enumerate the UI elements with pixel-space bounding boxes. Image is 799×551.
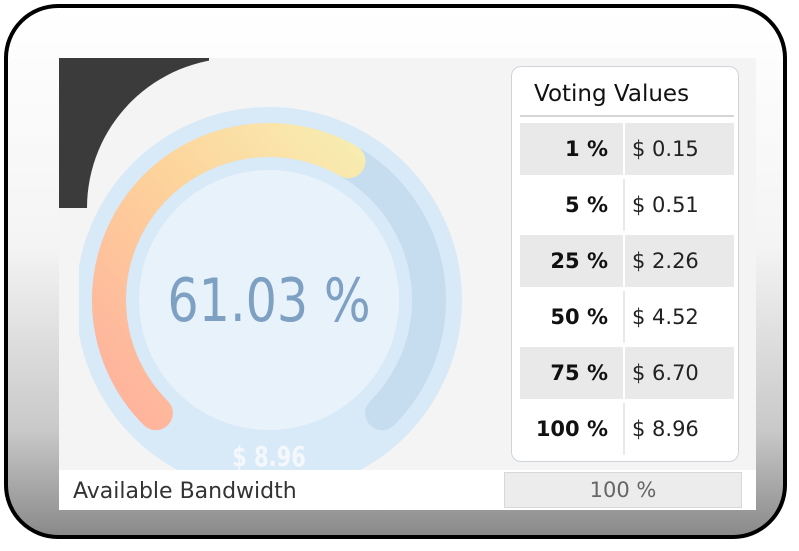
voting-percent: 5 % — [565, 193, 608, 217]
gauge-graphic — [76, 107, 462, 493]
gauge-face — [139, 170, 399, 430]
gauge-progress-arc — [91, 122, 366, 431]
title-divider — [520, 115, 734, 117]
bandwidth-bar: Available Bandwidth 100 % — [59, 470, 756, 510]
column-divider — [623, 347, 625, 399]
voting-panel: 61.03 % $ 8.96 Voting Values 1 % $ 0.15 … — [59, 58, 756, 510]
vote-value-amount: $ 8.96 — [232, 440, 306, 473]
column-divider — [623, 403, 625, 455]
voting-value: $ 2.26 — [632, 249, 699, 273]
bandwidth-value-box: 100 % — [504, 472, 742, 508]
voting-row: 1 % $ 0.15 — [520, 123, 734, 175]
voting-percent: 75 % — [550, 361, 608, 385]
voting-power-percent: 61.03 % — [167, 266, 371, 336]
voting-value: $ 8.96 — [632, 417, 699, 441]
voting-values-table: Voting Values 1 % $ 0.15 5 % $ 0.51 25 %… — [511, 66, 739, 462]
window-frame: 61.03 % $ 8.96 Voting Values 1 % $ 0.15 … — [4, 4, 787, 539]
column-divider — [623, 179, 625, 231]
column-divider — [623, 235, 625, 287]
voting-percent: 100 % — [535, 417, 608, 441]
bandwidth-label: Available Bandwidth — [73, 479, 297, 504]
voting-row: 100 % $ 8.96 — [520, 403, 734, 455]
voting-value: $ 0.51 — [632, 193, 699, 217]
bandwidth-value: 100 % — [589, 478, 657, 502]
voting-row: 75 % $ 6.70 — [520, 347, 734, 399]
voting-percent: 50 % — [550, 305, 608, 329]
voting-value: $ 6.70 — [632, 361, 699, 385]
voting-percent: 1 % — [565, 137, 608, 161]
voting-power-gauge: 61.03 % $ 8.96 — [76, 88, 479, 493]
voting-row: 50 % $ 4.52 — [520, 291, 734, 343]
voting-percent: 25 % — [550, 249, 608, 273]
voting-values-title: Voting Values — [534, 81, 690, 107]
column-divider — [623, 123, 625, 175]
voting-value: $ 4.52 — [632, 305, 699, 329]
voting-value: $ 0.15 — [632, 137, 699, 161]
voting-row: 5 % $ 0.51 — [520, 179, 734, 231]
voting-row: 25 % $ 2.26 — [520, 235, 734, 287]
column-divider — [623, 291, 625, 343]
